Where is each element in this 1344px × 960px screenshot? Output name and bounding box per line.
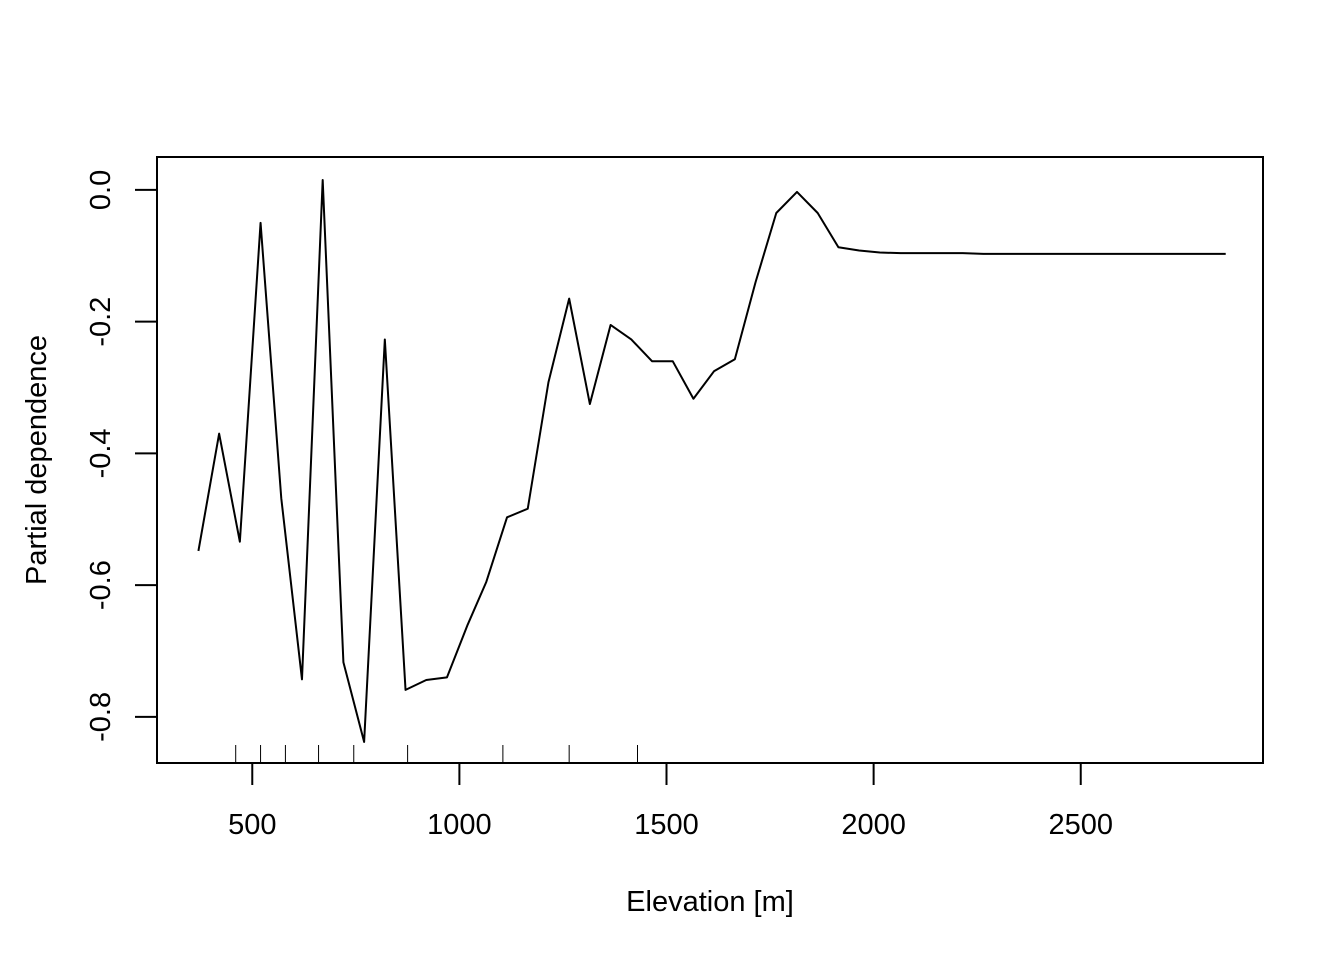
rug-marks <box>235 745 639 763</box>
x-axis-label: Elevation [m] <box>626 886 794 918</box>
y-tick-label: -0.8 <box>85 692 117 742</box>
y-tick-label: -0.4 <box>85 428 117 478</box>
x-tick-label: 1000 <box>427 809 492 841</box>
y-axis-label: Partial dependence <box>21 335 53 585</box>
y-tick-label: 0.0 <box>85 170 117 210</box>
partial-dependence-line <box>197 179 1226 743</box>
y-tick-label: -0.6 <box>85 560 117 610</box>
x-tick-label: 1500 <box>634 809 699 841</box>
x-tick-label: 500 <box>228 809 276 841</box>
x-tick-label: 2500 <box>1048 809 1113 841</box>
y-tick-label: -0.2 <box>85 297 117 347</box>
plot-frame <box>156 156 1264 764</box>
y-axis: 0.0 -0.2 -0.4 -0.6 -0.8 <box>85 170 158 742</box>
x-axis: 500 1000 1500 2000 2500 <box>228 762 1113 841</box>
x-tick-label: 2000 <box>841 809 906 841</box>
